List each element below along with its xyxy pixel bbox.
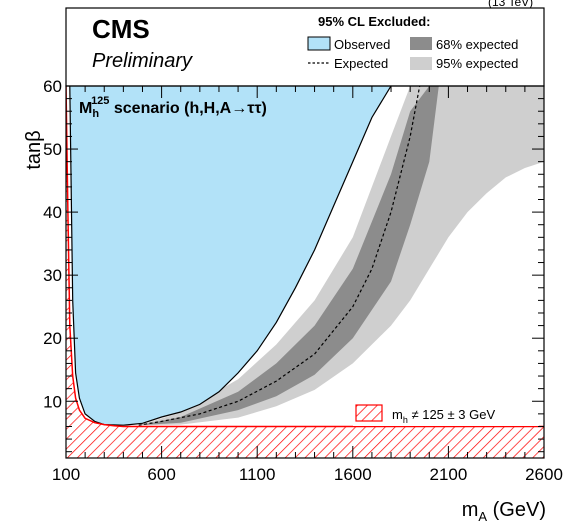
x-tick-label: 2100 (429, 465, 467, 484)
legend-hatch-rest: ≠ 125 ± 3 GeV (408, 407, 496, 422)
x-tick-label: 1100 (239, 465, 276, 484)
mh-hatch-boundary (66, 86, 544, 428)
legend-hatch-frame (353, 400, 539, 426)
x-tick-label: 2600 (525, 465, 563, 484)
observed-limit-line (69, 86, 392, 426)
band-68-expected (138, 86, 439, 426)
x-axis-title: mA (GeV) (462, 499, 546, 524)
preliminary-label: Preliminary (92, 50, 193, 72)
y-tick-label: 60 (43, 77, 62, 96)
lumi-fragment: (13 TeV) (488, 0, 533, 9)
y-tick-label: 20 (43, 329, 62, 348)
scenario-label: Mh125 scenario (h,H,A→ττ) (79, 95, 267, 120)
expected-limit-line (138, 86, 421, 426)
legend-hatch-sub: h (403, 415, 408, 425)
x-axis-title-main: m (462, 499, 479, 521)
header-box (65, 7, 545, 87)
axis-ticks: 100 600 1100 1600 2100 2600 10 20 30 40 50 60 (43, 77, 563, 484)
legend-68-swatch (410, 37, 432, 50)
y-tick-label: 30 (43, 266, 62, 285)
x-axis-title-sub: A (478, 509, 487, 524)
legend-hatch-swatch (355, 404, 383, 422)
legend-95-label: 95% expected (436, 56, 518, 71)
scenario-sub: h (92, 108, 99, 120)
x-tick-label: 600 (147, 465, 175, 484)
legend-observed-label: Observed (334, 37, 390, 52)
legend-hatch-label: mh ≠ 125 ± 3 GeV (392, 407, 495, 425)
plot-frame (65, 85, 545, 459)
scenario-main: M (79, 100, 92, 117)
legend-hatch-main: m (392, 407, 403, 422)
legend-observed-swatch (307, 36, 331, 51)
y-axis-title: tanβ (23, 130, 45, 169)
x-axis-title-unit: (GeV) (487, 499, 546, 521)
x-tick-label: 100 (52, 465, 80, 484)
scenario-sup: 125 (91, 95, 109, 107)
band-95-expected (138, 86, 544, 426)
y-tick-label: 10 (43, 392, 62, 411)
cms-label: CMS (92, 14, 150, 44)
legend-title: 95% CL Excluded: (318, 14, 430, 29)
y-tick-label: 40 (43, 203, 62, 222)
y-tick-label: 50 (43, 140, 62, 159)
legend-expected-label: Expected (334, 56, 388, 71)
legend-68-label: 68% expected (436, 37, 518, 52)
observed-exclusion-area (69, 86, 392, 426)
x-tick-label: 1600 (334, 465, 372, 484)
legend-95-swatch (410, 57, 432, 70)
scenario-rest: scenario (h,H,A→ττ) (109, 100, 266, 117)
